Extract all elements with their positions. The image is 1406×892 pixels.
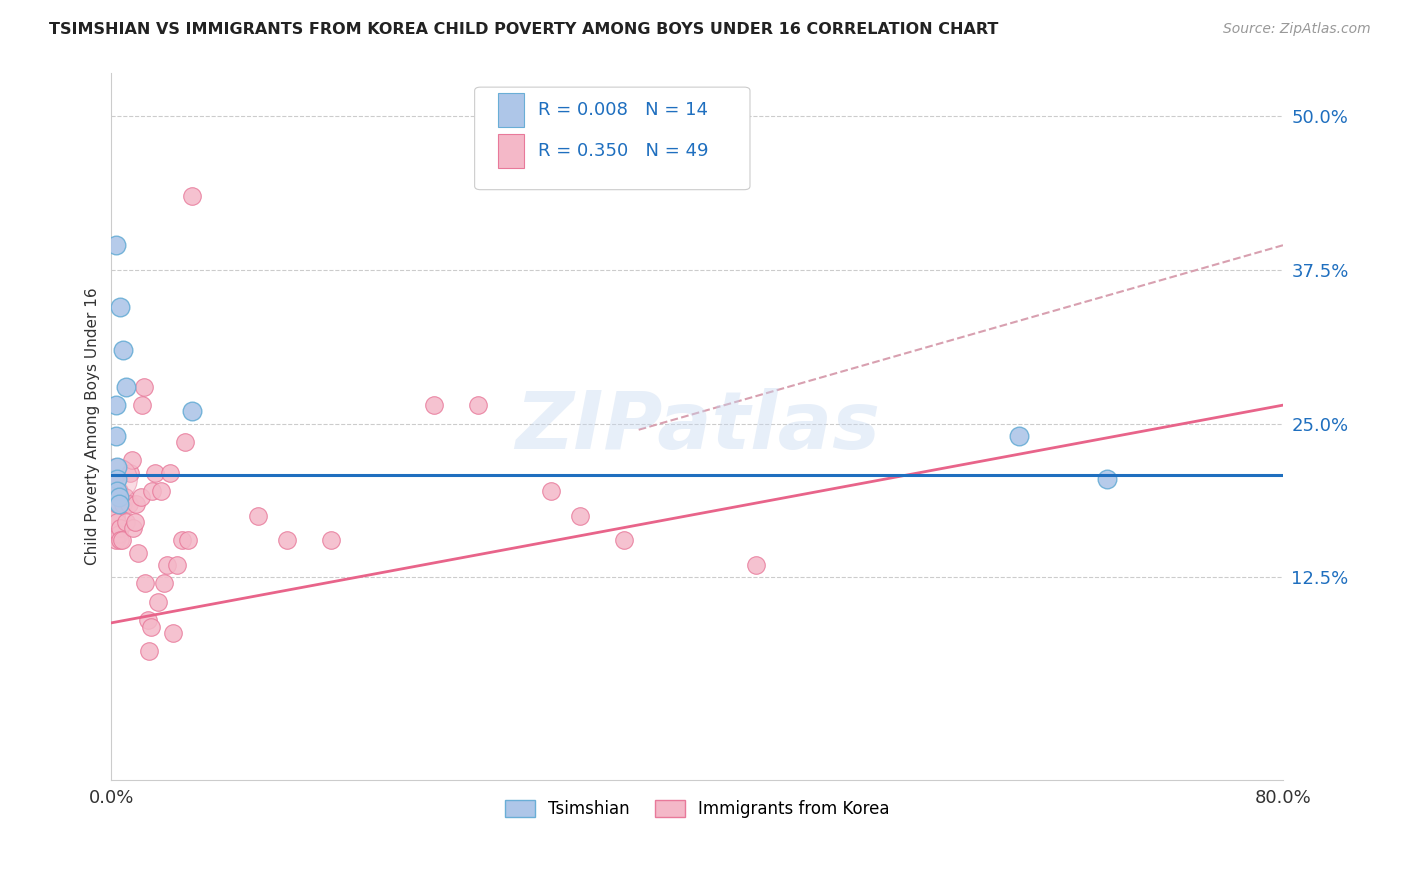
Point [745, 558, 768, 572]
Point [141, 484, 163, 499]
Point [150, 484, 173, 499]
Point [129, 491, 152, 505]
Text: ZIPatlas: ZIPatlas [515, 388, 880, 466]
Point [107, 527, 129, 541]
Point [159, 466, 181, 480]
Point [125, 496, 148, 510]
Point [1008, 429, 1031, 443]
Point [139, 619, 162, 633]
Legend: Tsimshian, Immigrants from Korea: Tsimshian, Immigrants from Korea [498, 794, 896, 825]
Point [105, 472, 128, 486]
FancyBboxPatch shape [498, 94, 524, 128]
Point [181, 189, 204, 203]
Point [112, 343, 135, 357]
Point [153, 576, 176, 591]
Point [105, 496, 128, 510]
Point [115, 515, 138, 529]
Point [467, 398, 489, 412]
Point [276, 533, 298, 548]
Point [613, 533, 636, 548]
Point [143, 466, 166, 480]
Point [1097, 472, 1119, 486]
Point [162, 625, 184, 640]
Point [108, 300, 131, 314]
Point [105, 459, 128, 474]
Point [105, 484, 128, 499]
Point [170, 533, 193, 548]
Point [120, 466, 142, 480]
Point [107, 491, 129, 505]
Point [131, 398, 153, 412]
Point [103, 472, 125, 486]
Point [108, 521, 131, 535]
Point [112, 496, 135, 510]
Point [173, 435, 195, 450]
Point [104, 533, 127, 548]
Text: R = 0.350   N = 49: R = 0.350 N = 49 [538, 142, 709, 160]
Point [134, 576, 156, 591]
Point [122, 521, 145, 535]
Y-axis label: Child Poverty Among Boys Under 16: Child Poverty Among Boys Under 16 [86, 288, 100, 566]
FancyBboxPatch shape [498, 134, 524, 168]
Point [422, 398, 444, 412]
Point [132, 379, 155, 393]
Point [124, 515, 146, 529]
Point [148, 595, 170, 609]
Point [138, 644, 160, 658]
Point [136, 613, 159, 627]
Point [569, 508, 592, 523]
Point [104, 508, 127, 523]
Text: R = 0.008   N = 14: R = 0.008 N = 14 [538, 102, 707, 120]
Point [156, 558, 179, 572]
Point [166, 558, 188, 572]
Point [176, 533, 198, 548]
Point [104, 398, 127, 412]
Point [104, 429, 127, 443]
Point [121, 453, 143, 467]
Point [114, 491, 136, 505]
Point [107, 484, 129, 499]
Point [104, 238, 127, 252]
FancyBboxPatch shape [475, 87, 749, 190]
Point [107, 496, 129, 510]
Text: TSIMSHIAN VS IMMIGRANTS FROM KOREA CHILD POVERTY AMONG BOYS UNDER 16 CORRELATION: TSIMSHIAN VS IMMIGRANTS FROM KOREA CHILD… [49, 22, 998, 37]
Point [246, 508, 269, 523]
Point [118, 496, 141, 510]
Point [319, 533, 342, 548]
Point [108, 533, 131, 548]
Point [104, 472, 127, 486]
Point [540, 484, 562, 499]
Point [127, 546, 149, 560]
Point [115, 379, 138, 393]
Point [105, 515, 128, 529]
Text: Source: ZipAtlas.com: Source: ZipAtlas.com [1223, 22, 1371, 37]
Point [181, 404, 204, 418]
Point [111, 533, 134, 548]
